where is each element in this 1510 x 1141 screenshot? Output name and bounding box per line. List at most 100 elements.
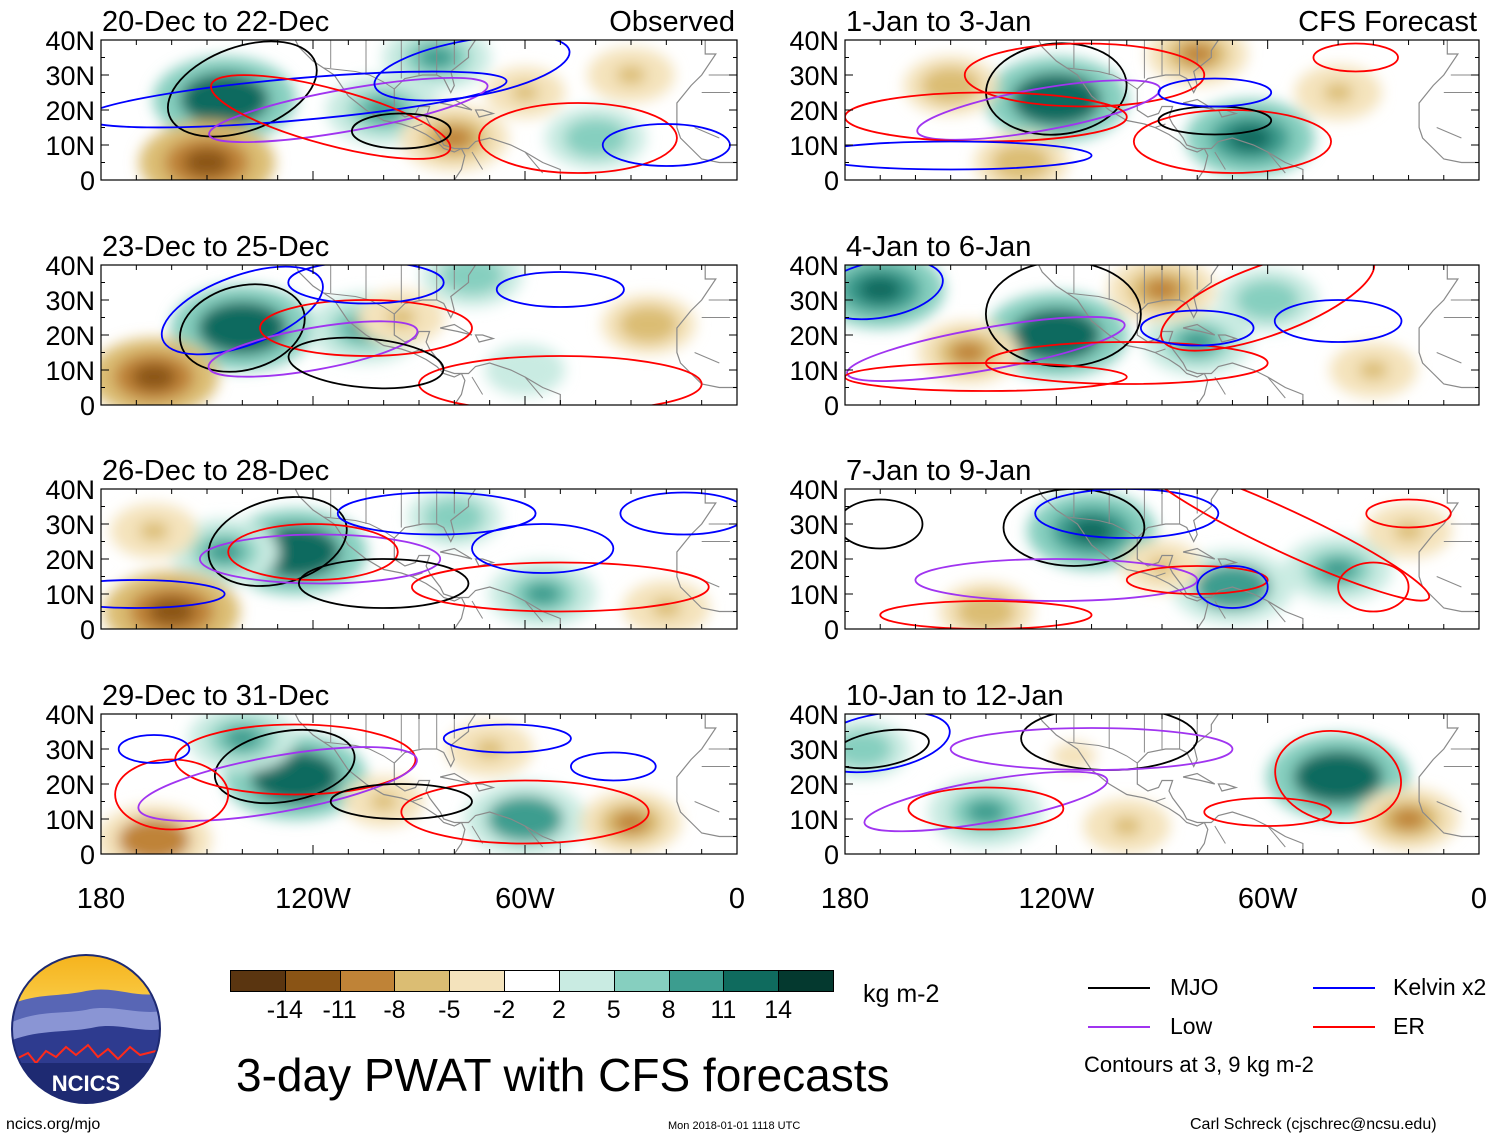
lat-label: 0: [80, 840, 95, 870]
contour-er: [1140, 489, 1431, 602]
panel-period: 1-Jan to 3-Jan: [846, 6, 1031, 38]
lat-label: 0: [80, 615, 95, 645]
state-border: [1154, 123, 1166, 128]
lat-label: 30N: [45, 286, 95, 316]
contour-mjo: [166, 40, 318, 138]
lat-label: 0: [80, 391, 95, 421]
state-border: [323, 741, 395, 764]
contour-kelvin: [160, 265, 324, 356]
lat-label: 30N: [789, 61, 839, 91]
coastline: [676, 489, 737, 613]
state-border: [1436, 576, 1462, 588]
anomaly-blob: [386, 308, 417, 327]
panel-period: 4-Jan to 6-Jan: [846, 231, 1031, 263]
anomaly-blob: [1358, 360, 1389, 380]
contour-low: [914, 558, 1199, 602]
lon-label: 0: [729, 883, 745, 915]
anomaly-blob: [969, 601, 1003, 622]
anomaly-blob: [270, 537, 320, 567]
lon-label: 120W: [1018, 883, 1094, 915]
colorbar-swatch: [778, 970, 834, 992]
ncics-logo: NCICS: [10, 953, 162, 1105]
state-border: [694, 352, 720, 364]
anomaly-blob: [511, 361, 539, 379]
lat-label: 40N: [789, 475, 839, 505]
lat-label: 20N: [789, 545, 839, 575]
lat-label: 10N: [45, 131, 95, 161]
colorbar-label: -11: [322, 996, 357, 1024]
contour-mjo: [1002, 489, 1146, 567]
figure-title: 3-day PWAT with CFS forecasts: [236, 1049, 890, 1101]
state-border: [1267, 825, 1286, 848]
contour-mjo: [350, 112, 452, 150]
contour-er: [114, 758, 230, 831]
lat-label: 20N: [45, 321, 95, 351]
colorbar-swatch: [613, 970, 670, 992]
lat-label: 10N: [789, 805, 839, 835]
colorbar-label: -8: [383, 996, 406, 1024]
contour-low: [137, 746, 418, 822]
anomaly-blob: [1061, 747, 1087, 765]
lat-label: 40N: [789, 251, 839, 281]
anomaly-blob: [616, 65, 646, 85]
lat-label: 10N: [789, 356, 839, 386]
state-border: [1267, 376, 1286, 399]
state-border: [694, 801, 720, 813]
contour-er: [478, 102, 678, 174]
contour-kelvin: [336, 491, 537, 536]
contour-er: [400, 779, 650, 845]
anomaly-blob: [139, 521, 169, 541]
map-panel: [844, 39, 1480, 181]
anomaly-blob: [1031, 320, 1081, 350]
anomaly-blob: [1227, 124, 1273, 152]
state-border: [1436, 352, 1462, 364]
state-border: [411, 572, 423, 577]
contour-mjo: [845, 498, 924, 550]
lat-label: 0: [824, 840, 839, 870]
lat-label: 40N: [789, 700, 839, 730]
contour-kelvin: [1273, 299, 1403, 343]
lon-label: 60W: [1238, 883, 1298, 915]
contour-er: [227, 523, 399, 581]
contour-kelvin: [101, 70, 508, 129]
contour-mjo: [845, 728, 930, 770]
credit: Carl Schreck (cjschrec@ncsu.edu): [1190, 1116, 1437, 1133]
contour-er: [1203, 797, 1332, 827]
contour-er: [1337, 561, 1410, 613]
contour-kelvin: [1157, 77, 1273, 108]
panel-period: 20-Dec to 22-Dec: [102, 6, 329, 38]
anomaly-blob: [1391, 808, 1426, 830]
panel-period: 7-Jan to 9-Jan: [846, 455, 1031, 487]
coastline: [1418, 714, 1479, 838]
contour-mjo: [297, 558, 470, 609]
state-border: [1436, 127, 1462, 139]
coastline: [440, 323, 473, 336]
pwat-figure: 40N 30N 20N 10N 0 20-Dec to 22-Dec Observed 40N…: [45, 6, 1487, 915]
map-panel: [100, 488, 738, 630]
colorbar-label: 2: [551, 996, 566, 1024]
coastline: [1217, 334, 1239, 343]
state-border: [411, 123, 423, 128]
colorbar-swatch: [284, 970, 341, 992]
colorbar-label: 8: [661, 996, 676, 1024]
colorbar-swatch: [558, 970, 615, 992]
colorbar-label: 5: [606, 996, 621, 1024]
anomaly-blob: [503, 806, 547, 832]
lat-label: 40N: [789, 26, 839, 56]
lat-label: 30N: [45, 61, 95, 91]
state-border: [1066, 741, 1138, 764]
anomaly-blob: [1111, 816, 1142, 836]
anomaly-blob: [1319, 558, 1357, 581]
legend-line-low: [1088, 1026, 1150, 1028]
state-border: [524, 376, 544, 399]
coastline: [474, 334, 496, 343]
anomaly-blob: [217, 313, 267, 343]
contour-note: Contours at 3, 9 kg m-2: [1084, 1052, 1314, 1077]
colorbar-swatch: [394, 970, 451, 992]
lat-label: 40N: [45, 26, 95, 56]
contour-kelvin: [442, 723, 572, 754]
anomaly-blob: [474, 739, 505, 759]
anomaly-blob: [578, 127, 614, 149]
coastline: [1418, 40, 1479, 164]
lat-label: 20N: [45, 545, 95, 575]
